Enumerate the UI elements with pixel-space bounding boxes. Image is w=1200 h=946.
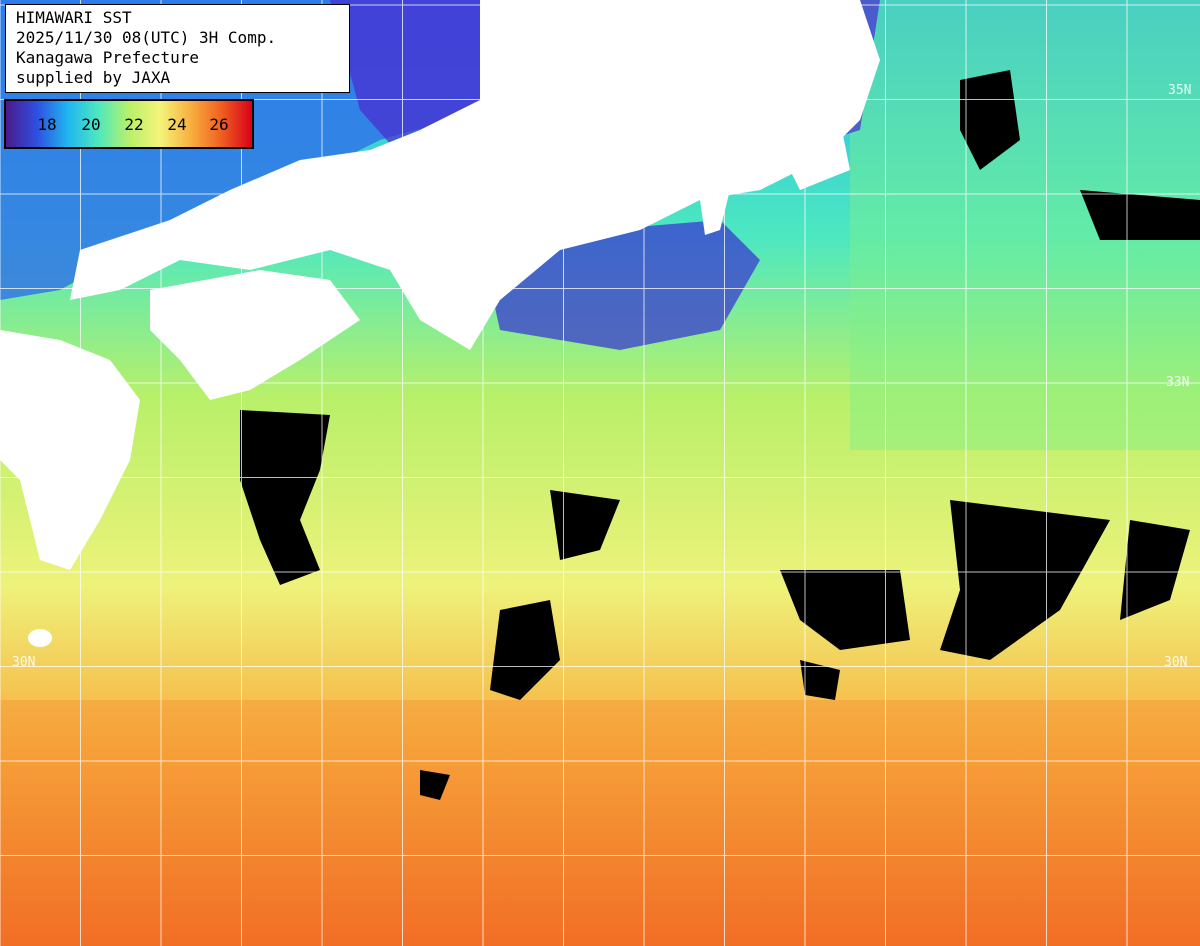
cloud-mask xyxy=(940,500,1110,660)
cloud-mask xyxy=(550,490,620,560)
scale-tick: 20 xyxy=(81,115,101,134)
land-honshu xyxy=(70,0,880,350)
scale-tick: 18 xyxy=(37,115,57,134)
cloud-mask xyxy=(1080,190,1200,240)
scale-tick: 22 xyxy=(124,115,144,134)
lat-label-left-33: 33 xyxy=(10,375,26,390)
land-kyushu xyxy=(0,330,140,570)
lon-label-136e: 136E xyxy=(486,9,501,40)
scale-tick: 26 xyxy=(209,115,229,134)
scale-tick: 24 xyxy=(167,115,187,134)
sea-warm-band xyxy=(0,700,1200,946)
lat-label-left-30n: 30N xyxy=(12,655,35,670)
title-line-date: 2025/11/30 08(UTC) 3H Comp. xyxy=(16,28,277,47)
title-line-org: Kanagawa Prefecture xyxy=(16,48,200,67)
land-shikoku xyxy=(150,270,360,400)
cloud-mask xyxy=(490,600,560,700)
cloud-mask xyxy=(240,410,330,585)
cloud-mask xyxy=(960,70,1020,170)
title-line-product: HIMAWARI SST xyxy=(16,8,132,27)
color-scale-gradient xyxy=(6,101,252,147)
lat-label-35n: 35N xyxy=(1168,83,1191,98)
cloud-mask xyxy=(1120,520,1190,620)
lat-label-33n: 33N xyxy=(1166,375,1189,390)
land-boso xyxy=(780,120,850,190)
lat-label-30n: 30N xyxy=(1164,655,1187,670)
cloud-mask xyxy=(780,570,910,650)
color-scale: 18 20 22 24 26 xyxy=(4,99,254,149)
land-island xyxy=(28,629,52,647)
cloud-mask xyxy=(420,770,450,800)
cloud-mask xyxy=(800,660,840,700)
title-line-source: supplied by JAXA xyxy=(16,68,171,87)
title-box: HIMAWARI SST 2025/11/30 08(UTC) 3H Comp.… xyxy=(5,4,350,93)
land-izu xyxy=(700,190,730,235)
